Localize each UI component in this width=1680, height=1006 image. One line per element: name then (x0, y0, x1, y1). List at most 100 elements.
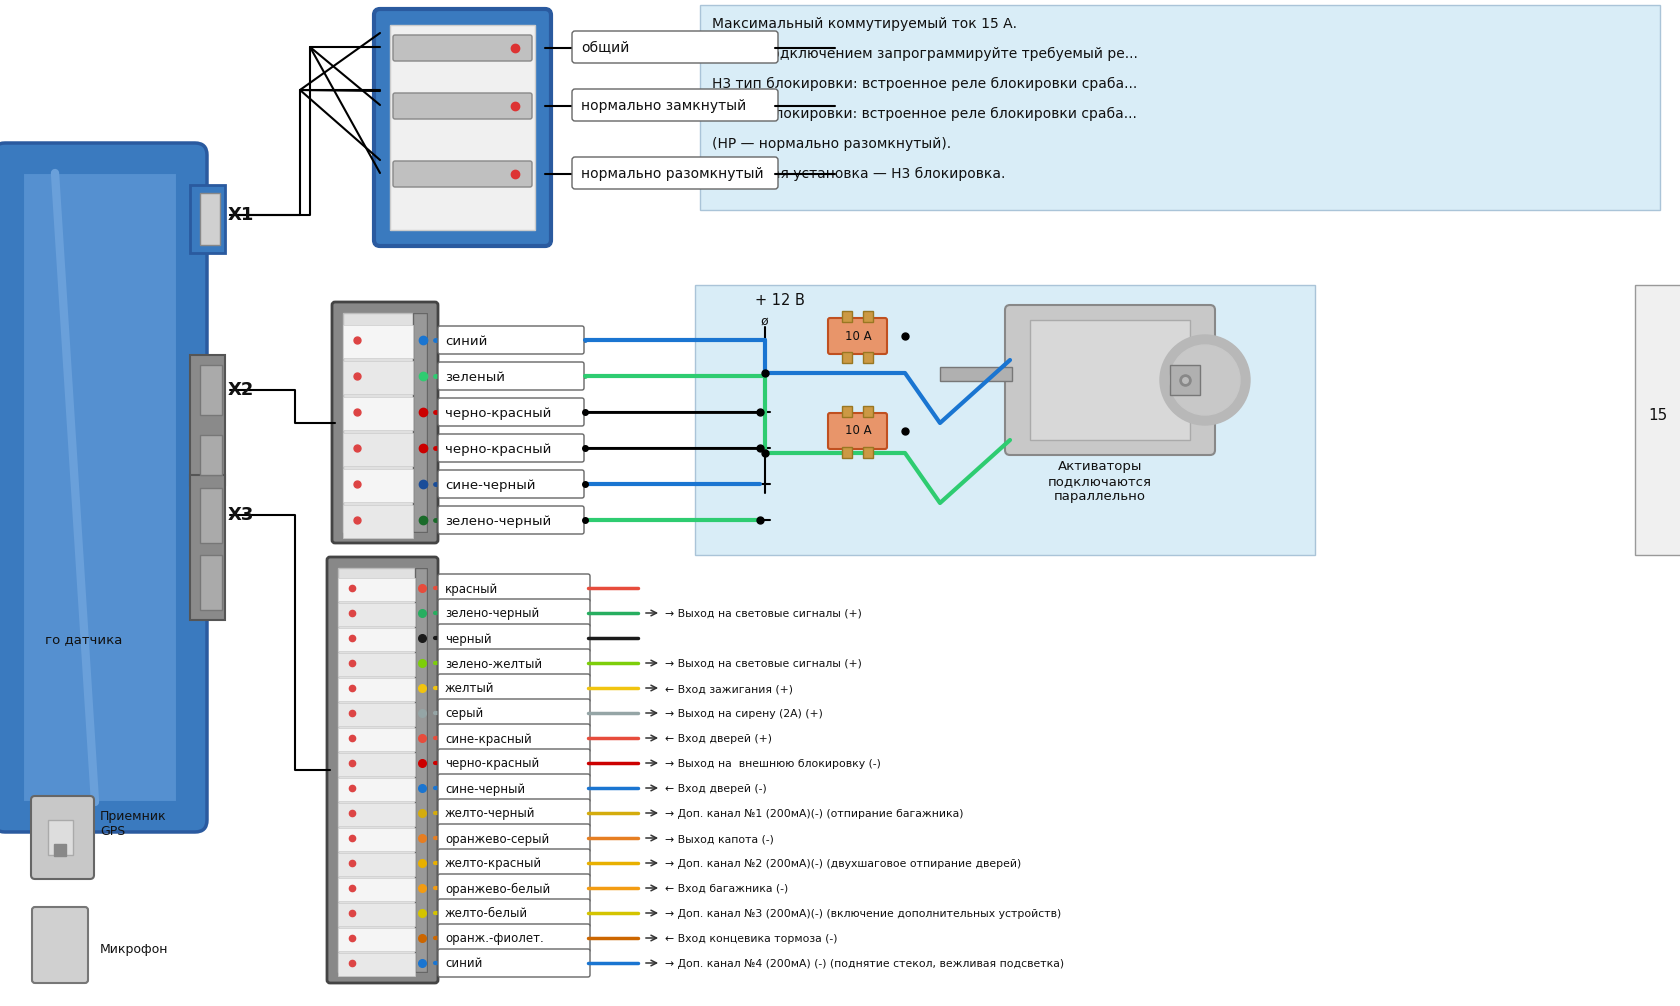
Bar (343, 361, 413, 394)
FancyBboxPatch shape (438, 924, 590, 952)
Text: нормально разомкнутый: нормально разомкнутый (581, 167, 763, 181)
Bar (415, 568, 427, 972)
Text: оранжево-серый: оранжево-серый (445, 833, 549, 845)
FancyBboxPatch shape (828, 318, 887, 354)
Text: Микрофон: Микрофон (99, 944, 168, 957)
Bar (200, 193, 220, 245)
FancyBboxPatch shape (571, 89, 778, 121)
Bar (343, 325, 413, 358)
Bar (390, 25, 534, 230)
Text: X2: X2 (228, 381, 254, 399)
Text: НР тип блокировки: встроенное реле блокировки сраба...: НР тип блокировки: встроенное реле блоки… (712, 107, 1136, 121)
Bar (200, 488, 222, 543)
Text: синий: синий (445, 958, 482, 971)
FancyBboxPatch shape (393, 93, 531, 119)
Text: го датчика: го датчика (45, 634, 123, 647)
Bar (939, 367, 1011, 381)
FancyBboxPatch shape (438, 749, 590, 777)
Bar (1030, 320, 1189, 440)
FancyBboxPatch shape (438, 799, 590, 827)
Text: 10 А: 10 А (843, 330, 870, 342)
Text: 10 А: 10 А (843, 425, 870, 438)
Text: зеленый: зеленый (445, 370, 504, 383)
Bar (343, 397, 413, 430)
FancyBboxPatch shape (438, 774, 590, 802)
Bar (338, 728, 415, 751)
Bar (338, 778, 415, 801)
Bar (338, 568, 427, 972)
FancyBboxPatch shape (393, 35, 531, 61)
FancyBboxPatch shape (438, 470, 583, 498)
Bar (49, 820, 72, 855)
Text: → Выход на световые сигналы (+): → Выход на световые сигналы (+) (665, 659, 862, 669)
Text: → Выход на  внешнюю блокировку (-): → Выход на внешнюю блокировку (-) (665, 759, 880, 769)
Text: → Доп. канал №3 (200мА)(-) (включение дополнительных устройств): → Доп. канал №3 (200мА)(-) (включение до… (665, 909, 1060, 919)
Bar (694, 285, 1314, 555)
Bar (338, 853, 415, 876)
Bar (190, 475, 225, 620)
FancyBboxPatch shape (438, 574, 590, 602)
Text: → Доп. канал №1 (200мА)(-) (отпирание багажника): → Доп. канал №1 (200мА)(-) (отпирание ба… (665, 809, 963, 819)
Text: Приемник
GPS: Приемник GPS (99, 810, 166, 838)
Text: Перед подключением запрограммируйте требуемый ре...: Перед подключением запрограммируйте треб… (712, 47, 1137, 61)
Text: желто-красный: желто-красный (445, 857, 543, 870)
FancyBboxPatch shape (438, 434, 583, 462)
Bar (338, 703, 415, 726)
FancyBboxPatch shape (32, 907, 87, 983)
Bar (842, 311, 852, 322)
Bar (338, 653, 415, 676)
FancyBboxPatch shape (571, 157, 778, 189)
Text: → Доп. канал №4 (200мА) (-) (поднятие стекол, вежливая подсветка): → Доп. канал №4 (200мА) (-) (поднятие ст… (665, 959, 1063, 969)
Text: → Доп. канал №2 (200мА)(-) (двухшаговое отпирание дверей): → Доп. канал №2 (200мА)(-) (двухшаговое … (665, 859, 1021, 869)
Bar (338, 628, 415, 651)
Bar (413, 313, 427, 532)
Text: зелено-черный: зелено-черный (445, 514, 551, 527)
FancyBboxPatch shape (438, 599, 590, 627)
Bar (343, 469, 413, 502)
Text: красный: красный (445, 582, 497, 596)
Bar (338, 928, 415, 951)
Text: желтый: желтый (445, 682, 494, 695)
Text: ← Вход багажника (-): ← Вход багажника (-) (665, 884, 788, 894)
Bar (338, 953, 415, 976)
Bar (862, 406, 872, 417)
Text: + 12 В: + 12 В (754, 293, 805, 308)
Bar (338, 878, 415, 901)
Text: (НР — нормально разомкнутый).: (НР — нормально разомкнутый). (712, 137, 951, 151)
Text: Максимальный коммутируемый ток 15 А.: Максимальный коммутируемый ток 15 А. (712, 17, 1016, 31)
Bar (699, 5, 1660, 210)
Bar (190, 355, 225, 485)
Bar (842, 406, 852, 417)
Bar (338, 753, 415, 776)
FancyBboxPatch shape (0, 143, 207, 832)
Text: серый: серый (445, 707, 482, 720)
Circle shape (1159, 335, 1250, 425)
FancyBboxPatch shape (438, 398, 583, 426)
Text: сине-черный: сине-черный (445, 783, 524, 796)
Text: сине-красный: сине-красный (445, 732, 531, 745)
Text: желто-белый: желто-белый (445, 907, 528, 920)
Bar (862, 447, 872, 458)
Bar (338, 603, 415, 626)
Text: нормально замкнутый: нормально замкнутый (581, 99, 746, 113)
FancyBboxPatch shape (1005, 305, 1215, 455)
Circle shape (1169, 345, 1240, 415)
Text: зелено-черный: зелено-черный (445, 608, 539, 621)
Text: черно-красный: черно-красный (445, 443, 551, 456)
Bar (842, 352, 852, 363)
Bar (200, 555, 222, 610)
Text: ← Вход концевика тормоза (-): ← Вход концевика тормоза (-) (665, 934, 837, 944)
Bar (338, 578, 415, 601)
FancyBboxPatch shape (438, 326, 583, 354)
Bar (862, 311, 872, 322)
FancyBboxPatch shape (438, 824, 590, 852)
Bar (338, 678, 415, 701)
FancyBboxPatch shape (373, 9, 551, 246)
FancyBboxPatch shape (438, 874, 590, 902)
Text: черно-красный: черно-красный (445, 758, 539, 771)
Text: черно-красный: черно-красный (445, 406, 551, 420)
Text: Заводская установка — Н3 блокировка.: Заводская установка — Н3 блокировка. (712, 167, 1005, 181)
Text: синий: синий (445, 335, 487, 347)
FancyBboxPatch shape (438, 724, 590, 752)
Text: Н3 тип блокировки: встроенное реле блокировки сраба...: Н3 тип блокировки: встроенное реле блоки… (712, 77, 1137, 92)
